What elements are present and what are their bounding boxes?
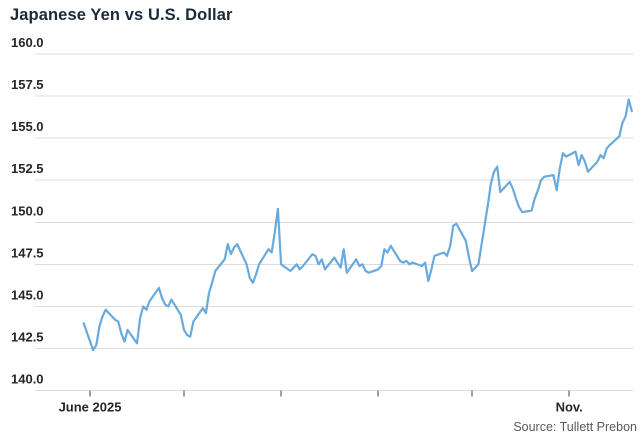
- y-axis-tick-label: 160.0: [11, 35, 44, 50]
- y-axis-tick-label: 142.5: [11, 329, 44, 344]
- y-axis-tick-label: 147.5: [11, 245, 44, 260]
- source-note: Source: Tullett Prebon: [513, 420, 637, 434]
- y-axis-tick-label: 155.0: [11, 119, 44, 134]
- y-axis-tick-label: 157.5: [11, 77, 44, 92]
- y-axis-tick-label: 145.0: [11, 287, 44, 302]
- price-line: [82, 98, 633, 352]
- y-axis-tick-label: 152.5: [11, 161, 44, 176]
- x-axis-tick-label: Nov.: [556, 400, 583, 415]
- x-axis-tick-label: June 2025: [59, 400, 122, 415]
- y-axis-tick-label: 150.0: [11, 203, 44, 218]
- y-axis-tick-label: 140.0: [11, 372, 44, 387]
- chart-title: Japanese Yen vs U.S. Dollar: [10, 6, 233, 24]
